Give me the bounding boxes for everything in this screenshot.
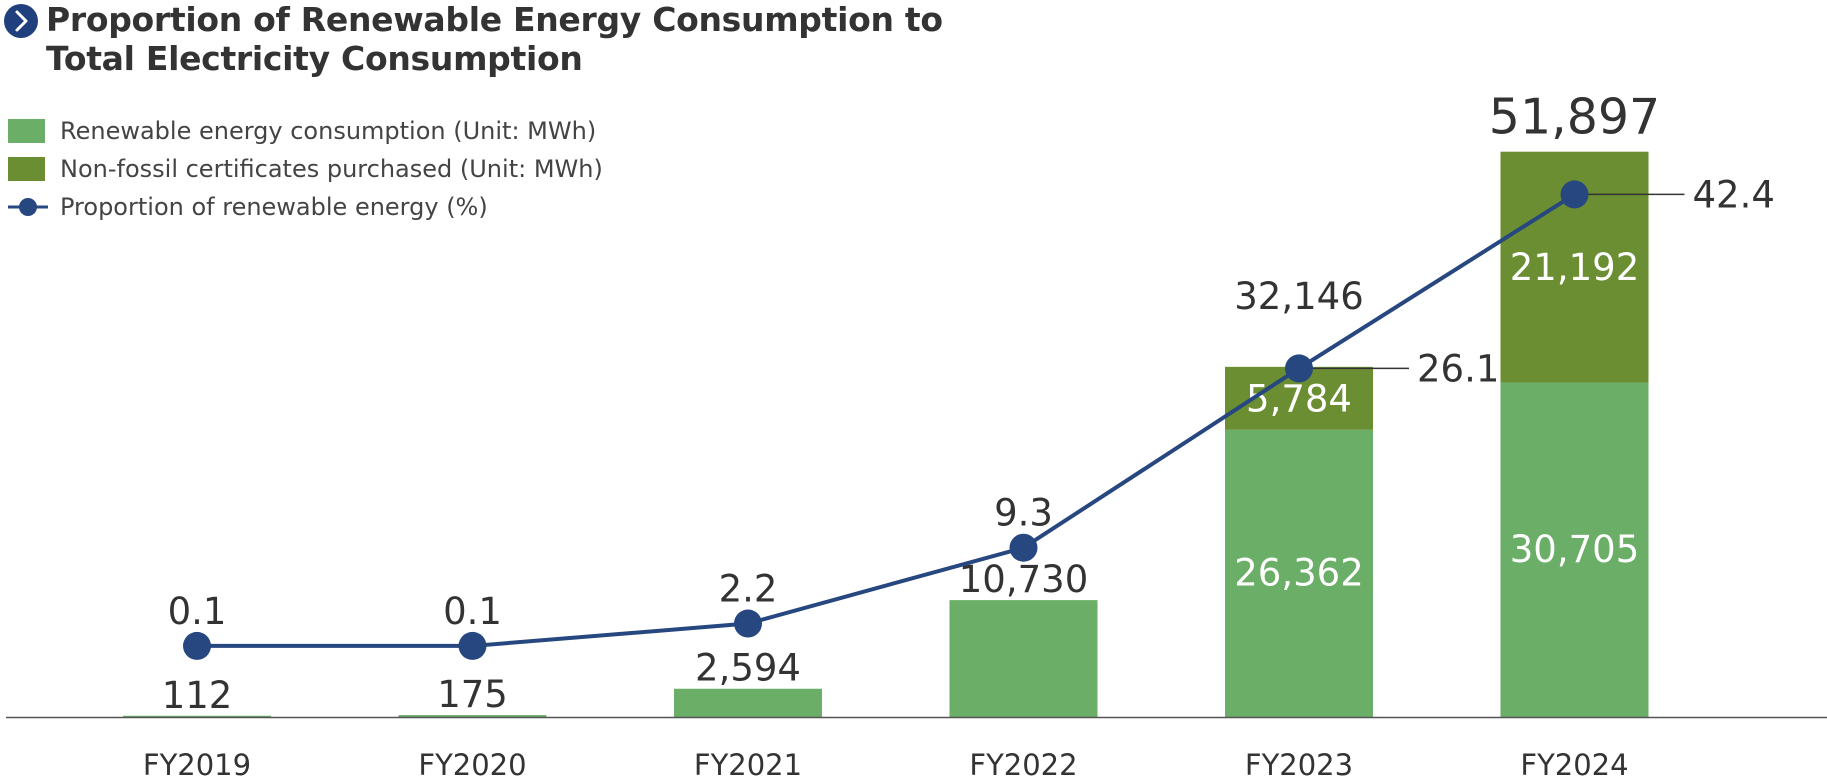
data-label-renewable-fy2023: 26,362: [1234, 551, 1363, 594]
proportion-label-fy2022: 9.3: [994, 492, 1053, 535]
chevron-right-icon: [4, 4, 38, 38]
legend-swatch-proportion: [8, 198, 48, 216]
data-label-renewable-fy2020: 175: [437, 673, 508, 716]
legend-item-renewable: Renewable energy consumption (Unit: MWh): [8, 114, 628, 152]
legend-label-non-fossil: Non-fossil certificates purchased (Unit:…: [60, 155, 603, 183]
x-tick-label-fy2021: FY2021: [694, 748, 802, 778]
total-label-fy2024: 51,897: [1489, 89, 1660, 146]
proportion-label-fy2019: 0.1: [168, 590, 227, 633]
proportion-label-fy2021: 2.2: [719, 568, 778, 611]
data-label-non-fossil-fy2023: 5,784: [1246, 377, 1352, 420]
bar-renewable-fy2019: [123, 715, 271, 717]
legend-item-proportion: Proportion of renewable energy (%): [8, 190, 628, 228]
x-tick-label-fy2022: FY2022: [969, 748, 1077, 778]
proportion-point-fy2023: [1285, 354, 1313, 383]
proportion-point-fy2020: [458, 631, 487, 660]
data-label-non-fossil-fy2024: 21,192: [1510, 246, 1639, 289]
proportion-point-fy2019: [183, 631, 211, 660]
data-label-renewable-fy2024: 30,705: [1510, 528, 1639, 571]
legend-item-non-fossil: Non-fossil certificates purchased (Unit:…: [8, 152, 628, 190]
bar-renewable-fy2024: [1500, 382, 1649, 717]
data-label-renewable-fy2022: 10,730: [959, 558, 1088, 601]
legend-swatch-renewable: [8, 119, 45, 143]
chart-title-line-1: Proportion of Renewable Energy Consumpti…: [46, 0, 943, 39]
proportion-label-fy2023: 26.1: [1417, 347, 1499, 390]
proportion-label-fy2024: 42.4: [1693, 173, 1775, 216]
x-tick-label-fy2024: FY2024: [1520, 748, 1628, 778]
bar-renewable-fy2023: [1225, 429, 1373, 717]
bar-renewable-fy2022: [949, 600, 1098, 717]
data-label-renewable-fy2019: 112: [162, 674, 233, 717]
proportion-point-fy2022: [1009, 533, 1038, 562]
x-tick-label-fy2020: FY2020: [418, 748, 526, 778]
chart-title: Proportion of Renewable Energy Consumpti…: [46, 0, 943, 78]
legend-label-renewable: Renewable energy consumption (Unit: MWh): [60, 117, 597, 145]
x-tick-label-fy2023: FY2023: [1245, 748, 1353, 778]
data-label-renewable-fy2021: 2,594: [695, 647, 801, 690]
legend-swatch-non-fossil: [8, 157, 45, 181]
proportion-point-fy2021: [734, 609, 762, 638]
bar-renewable-fy2021: [674, 688, 822, 717]
total-label-fy2023: 32,146: [1234, 275, 1363, 318]
bar-renewable-fy2020: [398, 715, 547, 717]
proportion-point-fy2024: [1560, 180, 1589, 209]
chart-title-line-2: Total Electricity Consumption: [46, 39, 583, 78]
proportion-label-fy2020: 0.1: [443, 590, 502, 633]
chart-legend: Renewable energy consumption (Unit: MWh)…: [8, 114, 628, 228]
proportion-line: [197, 192, 1576, 648]
legend-label-proportion: Proportion of renewable energy (%): [60, 193, 488, 221]
x-tick-label-fy2019: FY2019: [143, 748, 251, 778]
